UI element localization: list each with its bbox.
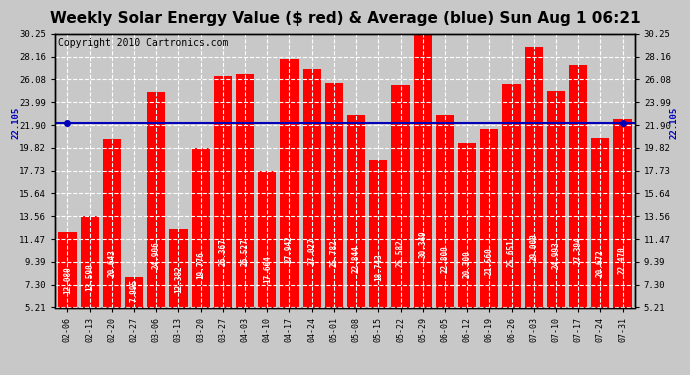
Text: 22.105: 22.105 bbox=[12, 106, 21, 139]
Bar bbox=[591, 138, 609, 308]
Text: 26.367: 26.367 bbox=[218, 238, 228, 266]
Text: 17.664: 17.664 bbox=[263, 255, 272, 283]
Bar bbox=[125, 277, 143, 308]
Bar bbox=[192, 148, 210, 308]
Text: 24.906: 24.906 bbox=[152, 241, 161, 269]
Text: Weekly Solar Energy Value ($ red) & Average (blue) Sun Aug 1 06:21: Weekly Solar Energy Value ($ red) & Aver… bbox=[50, 11, 640, 26]
Bar bbox=[325, 82, 343, 308]
Text: 27.027: 27.027 bbox=[307, 237, 316, 265]
Text: 25.782: 25.782 bbox=[329, 239, 338, 267]
Text: 29.000: 29.000 bbox=[529, 233, 538, 261]
Bar bbox=[303, 69, 321, 308]
Text: 12.382: 12.382 bbox=[174, 266, 183, 293]
Bar bbox=[502, 84, 521, 308]
Text: 30.349: 30.349 bbox=[418, 230, 427, 258]
Text: 12.080: 12.080 bbox=[63, 266, 72, 294]
Text: 19.776: 19.776 bbox=[196, 251, 205, 279]
Text: 27.394: 27.394 bbox=[573, 236, 582, 264]
Bar bbox=[81, 216, 99, 308]
Text: 22.844: 22.844 bbox=[352, 245, 361, 273]
Bar bbox=[458, 142, 476, 308]
Bar bbox=[280, 59, 299, 308]
Text: 20.672: 20.672 bbox=[596, 249, 605, 277]
Bar bbox=[214, 76, 232, 308]
Text: 20.643: 20.643 bbox=[108, 249, 117, 277]
Text: 7.995: 7.995 bbox=[130, 279, 139, 302]
Bar bbox=[347, 115, 365, 308]
Bar bbox=[369, 159, 387, 308]
Bar bbox=[59, 232, 77, 308]
Bar bbox=[169, 229, 188, 308]
Bar bbox=[147, 92, 166, 308]
Bar bbox=[413, 33, 432, 308]
Bar bbox=[480, 129, 498, 308]
Bar bbox=[547, 91, 565, 308]
Text: 25.651: 25.651 bbox=[507, 240, 516, 267]
Text: 20.300: 20.300 bbox=[462, 250, 472, 278]
Text: 26.527: 26.527 bbox=[241, 238, 250, 266]
Bar bbox=[569, 65, 587, 308]
Text: 27.942: 27.942 bbox=[285, 235, 294, 263]
Bar bbox=[613, 119, 631, 308]
Bar bbox=[258, 171, 277, 308]
Text: 22.105: 22.105 bbox=[669, 106, 678, 139]
Bar bbox=[236, 75, 254, 308]
Bar bbox=[524, 47, 543, 308]
Text: 25.582: 25.582 bbox=[396, 240, 405, 267]
Bar bbox=[103, 139, 121, 308]
Text: 13.590: 13.590 bbox=[85, 263, 94, 291]
Text: Copyright 2010 Cartronics.com: Copyright 2010 Cartronics.com bbox=[58, 38, 228, 48]
Text: 22.470: 22.470 bbox=[618, 246, 627, 273]
Text: 22.800: 22.800 bbox=[440, 245, 449, 273]
Bar bbox=[436, 115, 454, 308]
Text: 18.743: 18.743 bbox=[374, 253, 383, 281]
Text: 21.560: 21.560 bbox=[485, 248, 494, 275]
Text: 24.993: 24.993 bbox=[551, 241, 560, 268]
Bar bbox=[391, 85, 410, 308]
